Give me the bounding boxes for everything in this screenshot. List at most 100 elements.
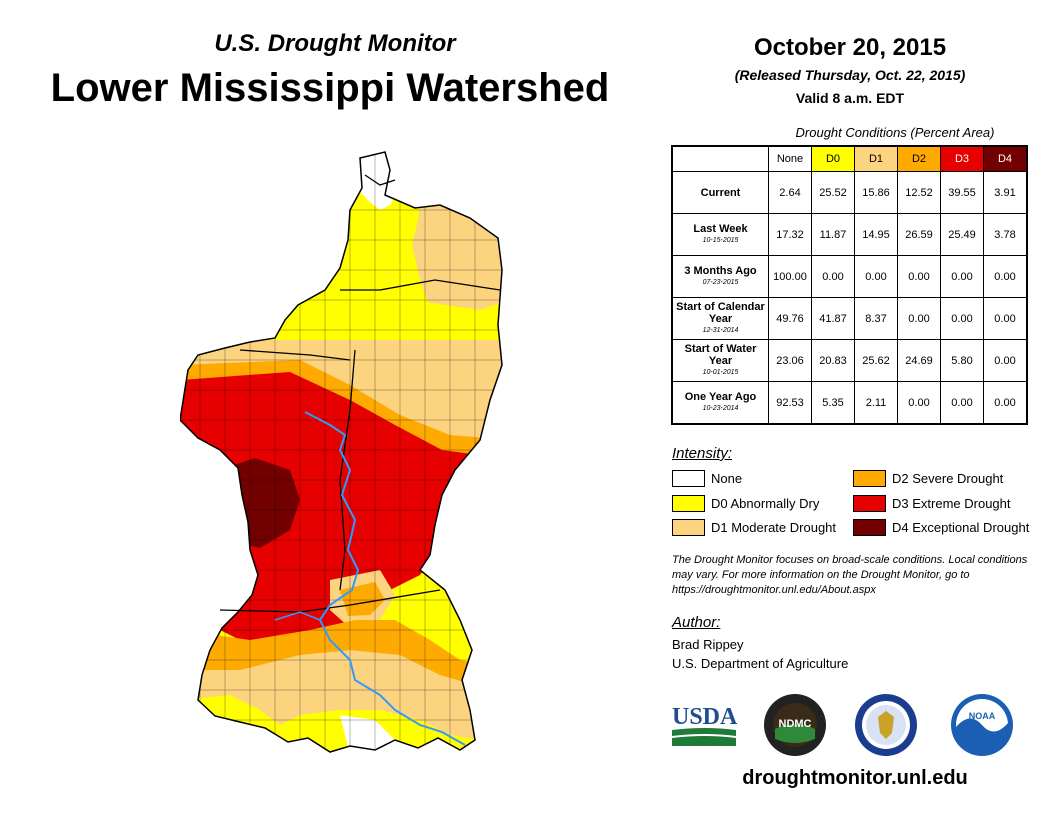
table-cell: 0.00	[897, 297, 941, 340]
table-cell: 25.49	[940, 213, 984, 256]
table-cell: 14.95	[854, 213, 898, 256]
row-label-text: Current	[700, 186, 741, 199]
row-label: 3 Months Ago 07-23-2015	[671, 255, 769, 298]
row-label-text: Start of Calendar Year	[676, 300, 765, 325]
table-cell: 11.87	[811, 213, 855, 256]
legend-item-d1: D1 Moderate Drought	[672, 519, 836, 536]
table-cell: 39.55	[940, 171, 984, 214]
legend-label: D2 Severe Drought	[892, 471, 1004, 486]
row-label-text: Last Week	[693, 222, 748, 235]
usda-logo-text: USDA	[672, 704, 738, 730]
table-row: Start of Calendar Year 12-31-2014 49.76 4…	[671, 297, 1028, 340]
row-label-text: 3 Months Ago	[684, 264, 757, 277]
row-label: Last Week 10-15-2015	[671, 213, 769, 256]
table-cell: 2.11	[854, 381, 898, 425]
table-cell: 0.00	[983, 381, 1028, 425]
col-header-d3: D3	[940, 145, 984, 172]
table-cell: 92.53	[768, 381, 812, 425]
table-cell: 0.00	[811, 255, 855, 298]
author-organization: U.S. Department of Agriculture	[672, 656, 849, 671]
table-cell: 25.62	[854, 339, 898, 382]
author-heading: Author:	[672, 614, 721, 631]
table-row: Last Week 10-15-2015 17.32 11.87 14.95 26…	[671, 213, 1028, 256]
ndmc-logo: NDMC	[764, 694, 826, 756]
map-subtitle: U.S. Drought Monitor	[214, 30, 456, 57]
table-cell: 0.00	[897, 381, 941, 425]
disclaimer-note: The Drought Monitor focuses on broad-sca…	[672, 554, 1028, 596]
table-cell: 0.00	[854, 255, 898, 298]
noaa-logo: NOAA	[951, 694, 1013, 756]
release-date: (Released Thursday, Oct. 22, 2015)	[734, 67, 966, 83]
table-row: 3 Months Ago 07-23-2015 100.00 0.00 0.00 …	[671, 255, 1028, 298]
col-header-d4: D4	[983, 145, 1028, 172]
table-cell: 20.83	[811, 339, 855, 382]
table-row: Current 2.64 25.52 15.86 12.52 39.55 3.9…	[671, 171, 1028, 214]
state-boundaries	[219, 174, 501, 613]
table-cell: 25.52	[811, 171, 855, 214]
legend-label: D3 Extreme Drought	[892, 496, 1011, 511]
legend-swatch	[853, 495, 886, 512]
legend-label: D4 Exceptional Drought	[892, 520, 1030, 535]
mississippi-river	[304, 411, 466, 746]
author-name: Brad Rippey	[672, 637, 744, 652]
map-title: Lower Mississippi Watershed	[50, 66, 610, 110]
table-cell: 26.59	[897, 213, 941, 256]
row-label: Start of Water Year 10-01-2015	[671, 339, 769, 382]
legend-swatch	[672, 495, 705, 512]
legend-item-none: None	[672, 470, 742, 487]
table-cell: 5.80	[940, 339, 984, 382]
col-header-d2: D2	[897, 145, 941, 172]
table-cell: 12.52	[897, 171, 941, 214]
row-sublabel: 10-15-2015	[702, 236, 739, 244]
col-header-d1: D1	[854, 145, 898, 172]
table-cell: 5.35	[811, 381, 855, 425]
table-cell: 0.00	[983, 297, 1028, 340]
table-cell: 41.87	[811, 297, 855, 340]
table-cell: 15.86	[854, 171, 898, 214]
legend-label: D1 Moderate Drought	[711, 520, 837, 535]
table-cell: 0.00	[940, 381, 984, 425]
table-cell: 49.76	[768, 297, 812, 340]
row-label-text: One Year Ago	[684, 390, 757, 403]
table-corner	[672, 146, 769, 172]
website-url[interactable]: droughtmonitor.unl.edu	[742, 767, 968, 789]
row-label-text: Start of Water Year	[684, 342, 757, 367]
row-label: One Year Ago 10-23-2014	[671, 381, 769, 425]
legend-label: D0 Abnormally Dry	[711, 496, 820, 511]
d3-zone-main	[180, 372, 500, 645]
table-cell: 0.00	[940, 255, 984, 298]
table-cell: 3.78	[983, 213, 1028, 256]
legend-swatch	[672, 470, 705, 487]
table-caption: Drought Conditions (Percent Area)	[795, 125, 995, 140]
col-header-none: None	[768, 145, 812, 172]
table-cell: 17.32	[768, 213, 812, 256]
noaa-logo-text: NOAA	[969, 711, 996, 721]
table-cell: 100.00	[768, 255, 812, 298]
valid-time: Valid 8 a.m. EDT	[795, 90, 905, 106]
table-cell: 3.91	[983, 171, 1028, 214]
row-sublabel: 10-01-2015	[702, 368, 739, 376]
watershed-outline	[180, 151, 503, 753]
table-row: One Year Ago 10-23-2014 92.53 5.35 2.11 0…	[671, 381, 1028, 425]
row-sublabel: 12-31-2014	[702, 326, 739, 334]
legend-item-d3: D3 Extreme Drought	[853, 495, 1011, 512]
table-row: Start of Water Year 10-01-2015 23.06 20.8…	[671, 339, 1028, 382]
table-cell: 2.64	[768, 171, 812, 214]
table-cell: 0.00	[983, 339, 1028, 382]
legend-item-d2: D2 Severe Drought	[853, 470, 1003, 487]
drought-map	[180, 151, 503, 753]
ndmc-logo-text: NDMC	[779, 718, 812, 730]
table-cell: 0.00	[940, 297, 984, 340]
table-cell: 23.06	[768, 339, 812, 382]
legend-label: None	[711, 471, 743, 486]
legend-swatch	[853, 519, 886, 536]
drought-stats-table: None D0 D1 D2 D3 D4 Current 2.64 25.52 1…	[671, 145, 1028, 425]
row-label: Current	[671, 171, 769, 214]
table-cell: 0.00	[897, 255, 941, 298]
row-sublabel: 10-23-2014	[702, 404, 739, 412]
table-cell: 8.37	[854, 297, 898, 340]
row-sublabel: 07-23-2015	[702, 278, 739, 286]
map-date: October 20, 2015	[753, 34, 947, 61]
usda-logo: USDA	[672, 704, 738, 746]
legend-swatch	[853, 470, 886, 487]
